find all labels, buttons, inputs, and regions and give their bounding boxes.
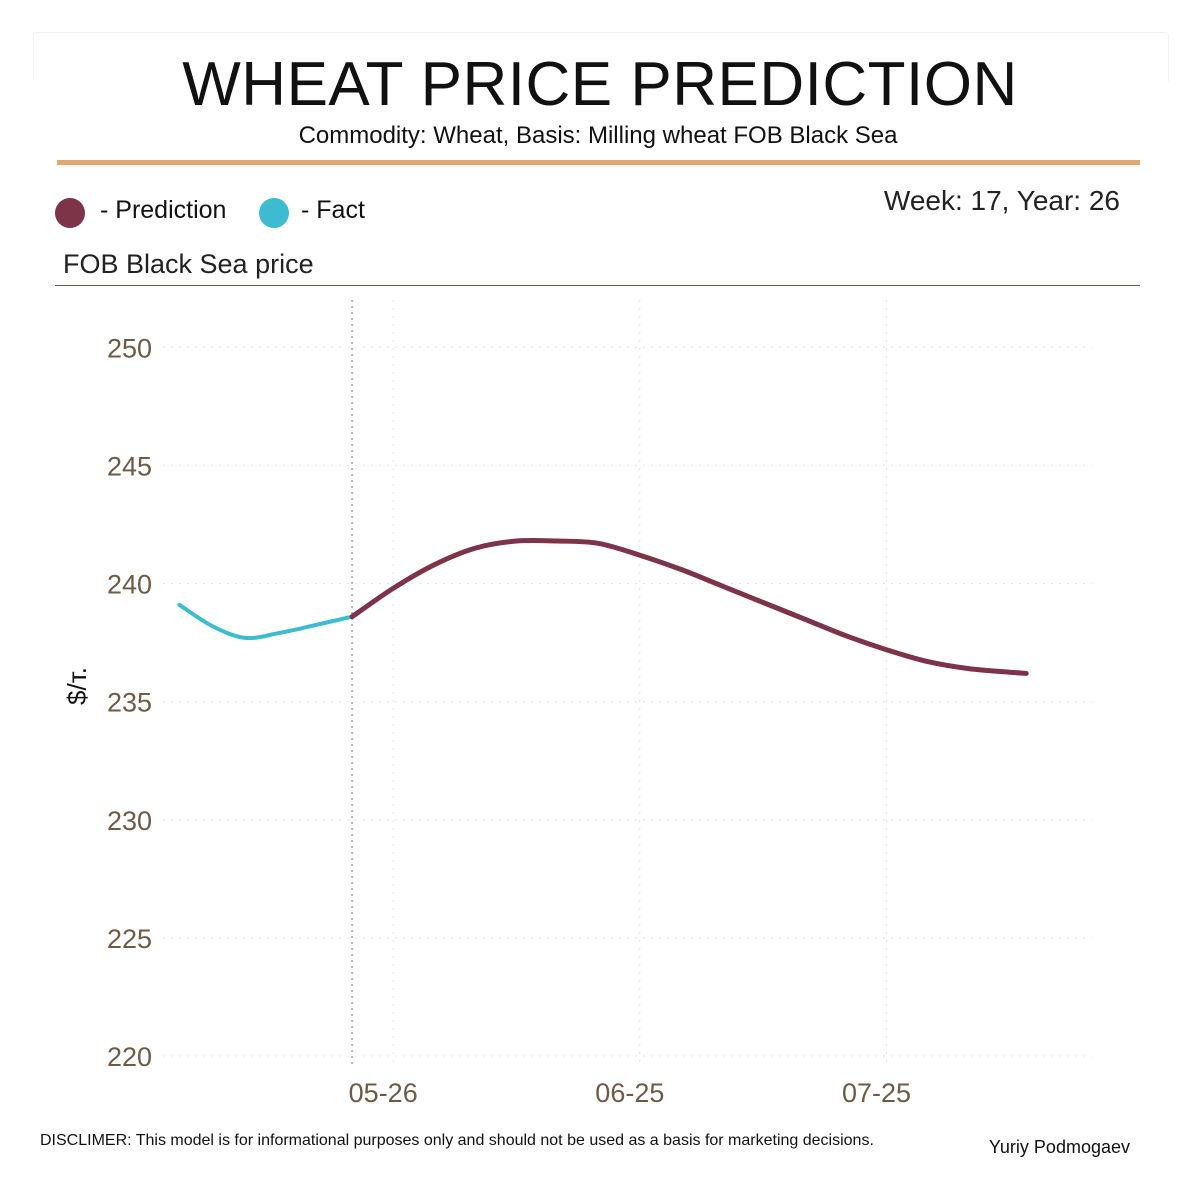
y-tick-label: 230 [107,806,152,836]
panel-divider [55,285,1140,286]
series [177,537,1029,676]
x-tick-label: 06-25 [595,1078,664,1108]
y-tick-label: 235 [107,688,152,718]
fact-dot-icon [259,198,289,228]
axes: 220 225 230 235 240 245 250 05-26 06-25 07-25 [107,333,911,1108]
prediction-dot-icon [55,198,85,228]
week-year-label: Week: 17, Year: 26 [883,185,1120,216]
y-tick-label: 225 [107,924,152,954]
y-tick-label: 220 [107,1042,152,1072]
y-tick-label: 250 [107,333,152,363]
header-card [33,32,1169,81]
chart-title: FOB Black Sea price [63,249,314,279]
x-tick-label: 05-26 [349,1078,418,1108]
y-axis-label: $/т. [62,667,92,705]
grid-lines [163,300,1092,1068]
y-tick-label: 245 [107,451,152,481]
page-subtitle: Commodity: Wheat, Basis: Milling wheat F… [298,122,898,149]
y-tick-label: 240 [107,570,152,600]
x-tick-label: 07-25 [842,1078,911,1108]
legend-label-fact: - Fact [301,196,365,224]
author-credit: Yuriy Podmogaev [988,1137,1130,1157]
accent-divider [57,160,1140,165]
fact-series-line [177,602,355,641]
page-title: WHEAT PRICE PREDICTION [182,50,1018,119]
legend-label-prediction: - Prediction [100,196,227,224]
disclaimer-text: DISCLIMER: This model is for information… [40,1132,874,1149]
prediction-series-line [349,537,1029,676]
